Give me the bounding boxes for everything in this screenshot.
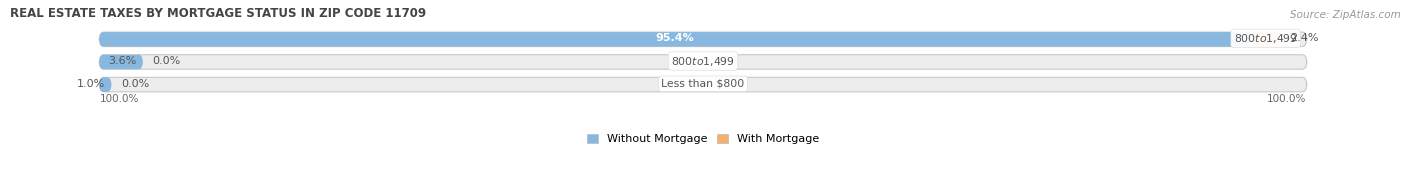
Text: Source: ZipAtlas.com: Source: ZipAtlas.com	[1289, 10, 1400, 20]
Text: 100.0%: 100.0%	[1267, 94, 1306, 104]
FancyBboxPatch shape	[100, 55, 143, 69]
Text: 0.0%: 0.0%	[152, 56, 181, 66]
Legend: Without Mortgage, With Mortgage: Without Mortgage, With Mortgage	[588, 134, 818, 144]
FancyBboxPatch shape	[100, 32, 1251, 47]
FancyBboxPatch shape	[100, 77, 111, 92]
FancyBboxPatch shape	[100, 77, 1306, 92]
Text: 0.0%: 0.0%	[121, 79, 149, 89]
Text: 3.6%: 3.6%	[108, 56, 136, 66]
FancyBboxPatch shape	[100, 32, 1306, 47]
Text: $800 to $1,499: $800 to $1,499	[671, 54, 735, 68]
Text: Less than $800: Less than $800	[661, 79, 745, 89]
Text: 1.0%: 1.0%	[77, 79, 105, 89]
Text: $800 to $1,499: $800 to $1,499	[1233, 32, 1298, 45]
Text: REAL ESTATE TAXES BY MORTGAGE STATUS IN ZIP CODE 11709: REAL ESTATE TAXES BY MORTGAGE STATUS IN …	[10, 7, 426, 20]
FancyBboxPatch shape	[1251, 32, 1279, 47]
Text: 95.4%: 95.4%	[655, 33, 695, 44]
Text: 2.4%: 2.4%	[1289, 33, 1319, 44]
Text: 100.0%: 100.0%	[100, 94, 139, 104]
FancyBboxPatch shape	[100, 55, 1306, 69]
